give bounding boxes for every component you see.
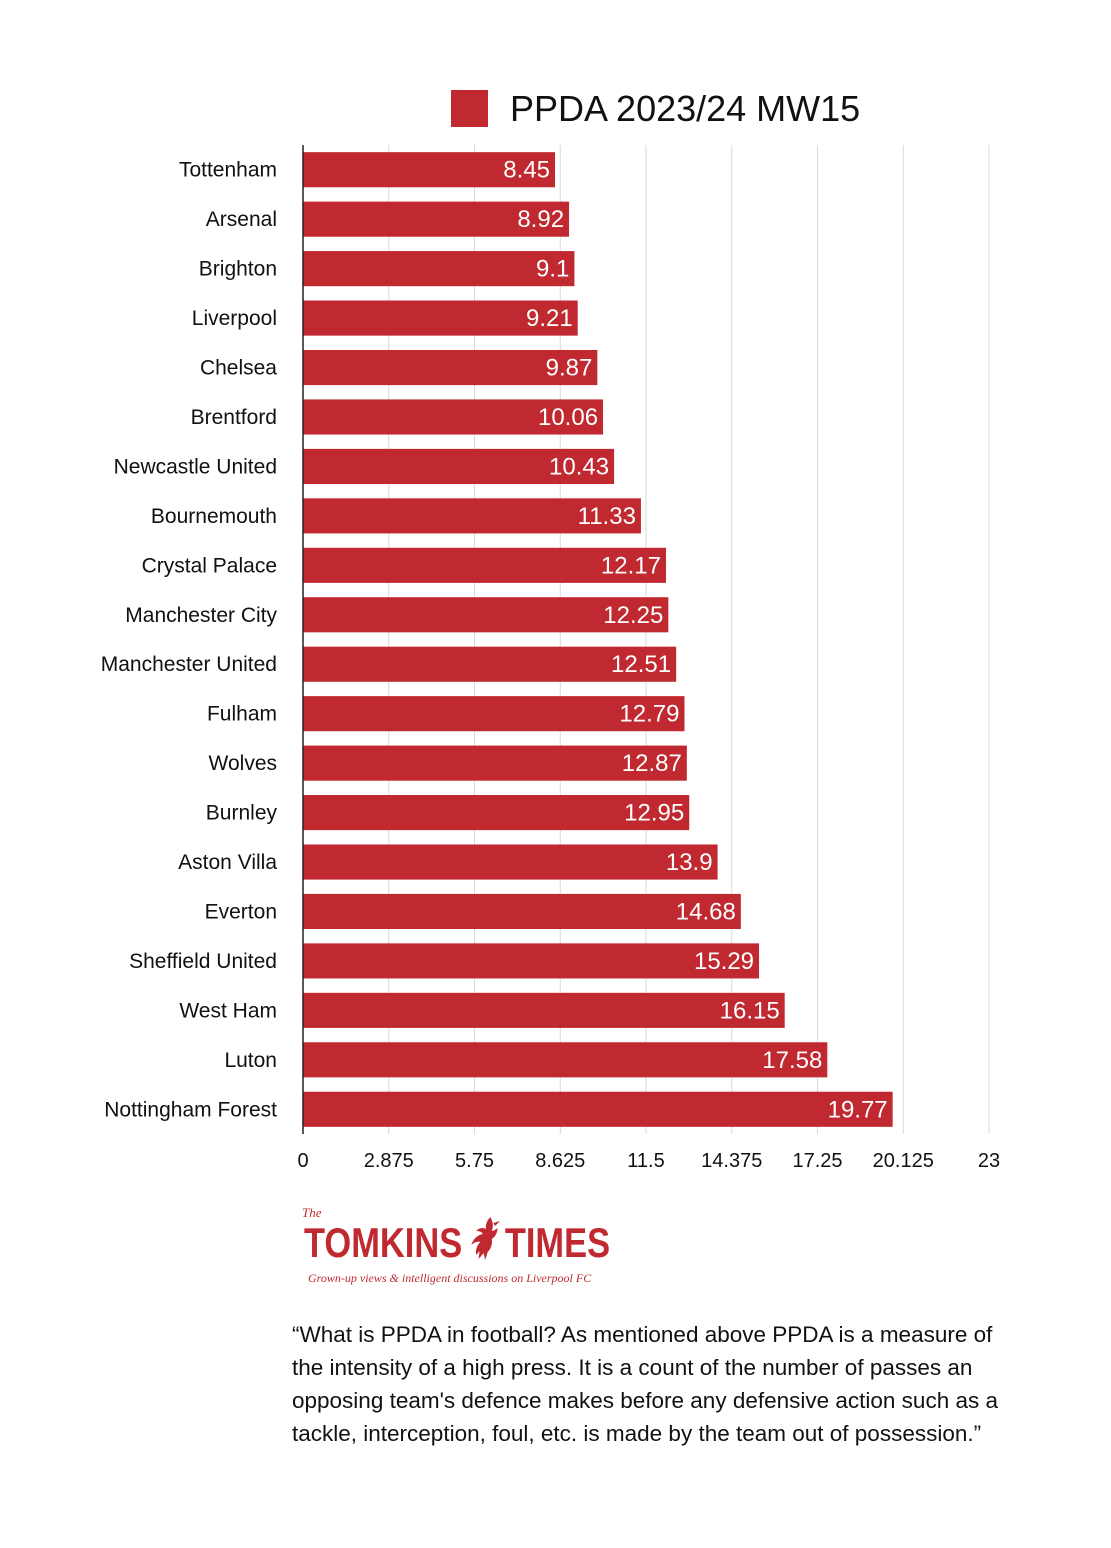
bar (303, 300, 578, 336)
category-label: Manchester United (101, 653, 277, 676)
value-label: 12.87 (622, 750, 682, 777)
logo-the-text: The (302, 1205, 322, 1220)
category-label: Wolves (209, 752, 277, 775)
x-tick-label: 8.625 (535, 1150, 585, 1172)
value-label: 12.79 (619, 701, 679, 728)
value-label: 8.92 (517, 206, 564, 233)
category-labels: Tottenham Arsenal Brighton Liverpool Chelsea… (101, 159, 278, 1122)
value-label: 12.95 (624, 800, 684, 827)
value-label: 10.43 (549, 453, 609, 480)
bars (303, 152, 893, 1127)
value-label: 19.77 (828, 1096, 888, 1123)
bar (303, 597, 669, 633)
bar (303, 498, 641, 534)
category-label: Bournemouth (151, 505, 277, 528)
value-label: 8.45 (503, 157, 550, 184)
bar (303, 251, 575, 287)
value-label: 11.33 (578, 503, 636, 530)
bar (303, 893, 741, 930)
value-label: 9.21 (526, 305, 573, 332)
liverbird-icon (471, 1217, 500, 1260)
x-tick-label: 5.75 (455, 1150, 494, 1172)
bar (303, 399, 604, 435)
x-tick-label: 23 (978, 1150, 1000, 1172)
category-label: Manchester City (125, 604, 277, 627)
category-label: Liverpool (192, 307, 277, 330)
grid-lines (388, 145, 990, 1134)
bar (303, 1091, 893, 1127)
tomkins-times-logo: The TOMKINS TIMES Grown-up views & intel… (302, 1205, 622, 1290)
category-label: Sheffield United (129, 950, 277, 973)
x-tick-label: 20.125 (873, 1150, 934, 1172)
bar (303, 696, 685, 732)
bar (303, 646, 677, 682)
bar (303, 1042, 828, 1078)
bar (303, 448, 615, 484)
value-label: 9.1 (536, 256, 569, 283)
category-label: Nottingham Forest (104, 1098, 277, 1121)
ppda-bar-chart: PPDA 2023/24 MW15 Tottenham Arsenal Bright… (101, 88, 1000, 1172)
value-label: 13.9 (666, 849, 713, 876)
category-label: Brentford (191, 406, 277, 429)
category-label: Aston Villa (178, 851, 277, 874)
value-label: 12.17 (601, 552, 661, 579)
category-label: Tottenham (179, 159, 277, 182)
category-label: Fulham (207, 703, 277, 726)
category-label: Luton (224, 1049, 277, 1072)
value-label: 14.68 (676, 898, 736, 925)
bar (303, 992, 785, 1028)
legend-label: PPDA 2023/24 MW15 (510, 88, 860, 129)
value-labels: 8.45 8.92 9.1 9.21 9.87 10.06 10.43 11.33 12.17 1… (503, 157, 887, 1124)
value-label: 10.06 (538, 404, 598, 431)
value-label: 12.25 (603, 602, 663, 629)
x-tick-labels: 0 2.875 5.75 8.625 11.5 14.375 17.25 20.125 23 (297, 1150, 1000, 1172)
bar (303, 152, 556, 188)
category-label: Everton (205, 900, 277, 923)
bar (303, 547, 666, 583)
logo-word-times: TIMES (504, 1219, 611, 1266)
category-label: Burnley (206, 802, 278, 825)
chart-legend: PPDA 2023/24 MW15 (451, 88, 860, 129)
category-label: Newcastle United (114, 455, 277, 478)
category-label: Arsenal (206, 208, 277, 231)
category-label: Chelsea (200, 357, 277, 380)
bar (303, 201, 570, 237)
value-label: 15.29 (694, 948, 754, 975)
bar (303, 844, 718, 880)
category-label: Brighton (199, 258, 277, 281)
bar (303, 795, 690, 831)
logo-title: TOMKINS TIMES (304, 1217, 611, 1267)
x-tick-label: 17.25 (792, 1150, 842, 1172)
legend-swatch (451, 90, 488, 127)
ppda-definition-quote: “What is PPDA in football? As mentioned … (292, 1322, 998, 1446)
value-label: 17.58 (762, 1047, 822, 1074)
x-tick-label: 14.375 (701, 1150, 762, 1172)
category-label: Crystal Palace (142, 554, 277, 577)
x-tick-label: 11.5 (627, 1150, 664, 1172)
x-tick-label: 2.875 (364, 1150, 414, 1172)
value-label: 9.87 (546, 355, 593, 382)
value-label: 12.51 (611, 651, 671, 678)
value-label: 16.15 (720, 997, 780, 1024)
bar (303, 745, 687, 781)
logo-tagline: Grown-up views & intelligent discussions… (308, 1271, 592, 1285)
bar (303, 349, 598, 386)
bar (303, 943, 760, 979)
logo-word-tomkins: TOMKINS (304, 1219, 463, 1266)
category-label: West Ham (179, 999, 277, 1022)
x-tick-label: 0 (297, 1150, 308, 1172)
